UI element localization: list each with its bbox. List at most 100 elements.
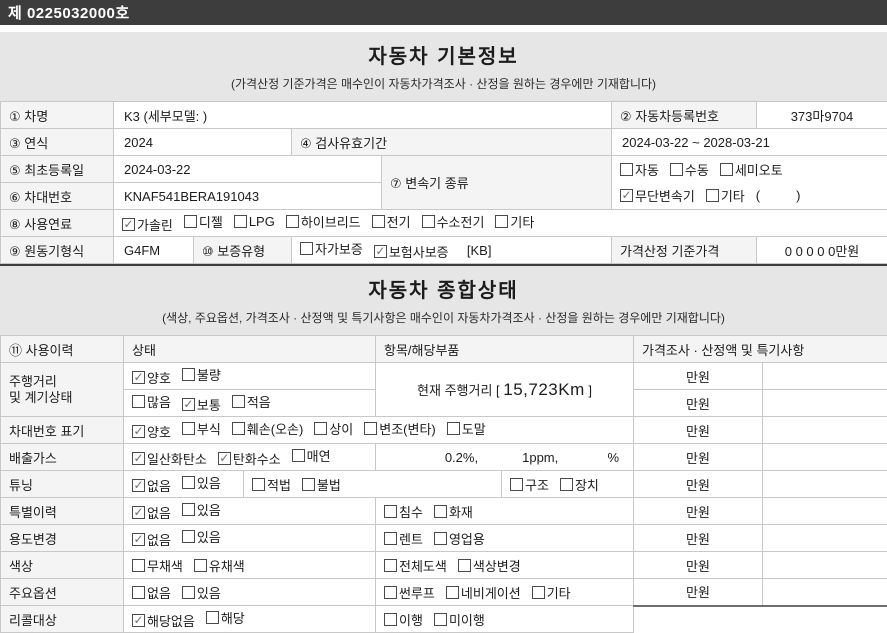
checkbox-unchecked[interactable]: 불량	[182, 365, 221, 384]
checkbox-unchecked[interactable]: 유채색	[194, 556, 245, 575]
basic-info-title: 자동차 기본정보	[0, 40, 887, 69]
checkbox-unchecked[interactable]: 해당	[206, 608, 245, 627]
checkbox-unchecked[interactable]: 있음	[182, 527, 221, 546]
base-price-value: 0 0 0 0 0만원	[757, 237, 887, 264]
special-history-label: 특별이력	[1, 498, 124, 525]
empty-checkbox-icon	[184, 215, 197, 228]
checkbox-unchecked[interactable]: 부식	[182, 419, 221, 438]
checkbox-label: 수동	[685, 160, 709, 179]
checkbox-unchecked[interactable]: 있음	[182, 473, 221, 492]
tuning-legality-options: 적법 불법	[244, 471, 502, 498]
checkbox-unchecked[interactable]: 자가보증	[300, 239, 363, 258]
checkbox-label: 썬루프	[399, 583, 435, 602]
note-cell-mileage-2	[763, 390, 887, 417]
checkmark-icon: ✓	[132, 506, 145, 519]
checkbox-label: 보험사보증	[389, 242, 449, 261]
checkbox-unchecked[interactable]: 장치	[560, 475, 599, 494]
checkbox-label: 유채색	[209, 556, 245, 575]
checkbox-label: 무채색	[147, 556, 183, 575]
color-label: 색상	[1, 552, 124, 579]
empty-checkbox-icon	[314, 422, 327, 435]
checkbox-unchecked[interactable]: 상이	[314, 419, 353, 438]
checkbox-checked[interactable]: ✓없음	[132, 530, 171, 549]
checkbox-unchecked[interactable]: 적음	[232, 392, 271, 411]
checkbox-label: 수소전기	[437, 212, 485, 231]
checkbox-unchecked[interactable]: 렌트	[384, 529, 423, 548]
empty-checkbox-icon	[232, 395, 245, 408]
checkbox-unchecked[interactable]: 수동	[670, 160, 709, 179]
checkbox-checked[interactable]: ✓양호	[132, 368, 171, 387]
checkbox-unchecked[interactable]: 미이행	[434, 610, 485, 629]
checkbox-unchecked[interactable]: 무채색	[132, 556, 183, 575]
checkbox-unchecked[interactable]: 색상변경	[458, 556, 521, 575]
checkbox-unchecked[interactable]: 수소전기	[422, 212, 485, 231]
checkbox-label: 하이브리드	[301, 212, 361, 231]
checkbox-checked[interactable]: ✓무단변속기	[620, 186, 695, 205]
checkbox-checked[interactable]: ✓일산화탄소	[132, 449, 207, 468]
note-cell-mileage-1	[763, 363, 887, 390]
checkbox-unchecked[interactable]: 세미오토	[720, 160, 783, 179]
empty-checkbox-icon	[495, 215, 508, 228]
checkbox-unchecked[interactable]: 훼손(오손)	[232, 419, 304, 438]
checkbox-unchecked[interactable]: 도말	[447, 419, 486, 438]
price-cell-color: 만원	[634, 552, 763, 579]
checkbox-checked[interactable]: ✓가솔린	[122, 215, 173, 234]
checkbox-unchecked[interactable]: 전체도색	[384, 556, 447, 575]
checkbox-unchecked[interactable]: 있음	[182, 500, 221, 519]
header-price-review: 가격조사 · 산정액 및 특기사항	[634, 336, 887, 363]
checkbox-checked[interactable]: ✓보험사보증	[374, 242, 449, 261]
checkbox-unchecked[interactable]: 변조(변타)	[364, 419, 436, 438]
vin-mark-options: ✓양호 부식 훼손(오손) 상이 변조(변타) 도말	[124, 417, 634, 444]
checkbox-unchecked[interactable]: 있음	[182, 583, 221, 602]
empty-checkbox-icon	[182, 530, 195, 543]
checkbox-label: 있음	[197, 500, 221, 519]
checkmark-icon: ✓	[374, 245, 387, 258]
checkbox-unchecked[interactable]: 기타	[706, 186, 745, 205]
vin-label: ⑥ 차대번호	[1, 183, 114, 210]
basic-info-subtitle: (가격산정 기준가격은 매수인이 자동차가격조사 · 산정을 원하는 경우에만 …	[0, 75, 887, 92]
checkbox-label: 전기	[387, 212, 411, 231]
checkbox-unchecked[interactable]: 불법	[302, 475, 341, 494]
base-price-label: 가격산정 기준가격	[612, 237, 757, 264]
checkbox-checked[interactable]: ✓없음	[132, 503, 171, 522]
checkbox-label: 가솔린	[137, 215, 173, 234]
checkbox-unchecked[interactable]: 이행	[384, 610, 423, 629]
checkbox-unchecked[interactable]: 적법	[252, 475, 291, 494]
checkbox-label: 불법	[317, 475, 341, 494]
checkbox-unchecked[interactable]: 침수	[384, 502, 423, 521]
checkbox-unchecked[interactable]: 기타	[495, 212, 534, 231]
checkbox-label: 전체도색	[399, 556, 447, 575]
empty-checkbox-icon	[458, 559, 471, 572]
checkbox-unchecked[interactable]: LPG	[234, 214, 275, 229]
checkbox-unchecked[interactable]: 없음	[132, 583, 171, 602]
car-name-value: K3 (세부모델: )	[114, 102, 612, 129]
checkbox-unchecked[interactable]: 자동	[620, 160, 659, 179]
checkbox-checked[interactable]: ✓보통	[182, 395, 221, 414]
price-cell-mileage-2: 만원	[634, 390, 763, 417]
checkbox-label: 자동	[635, 160, 659, 179]
checkbox-unchecked[interactable]: 디젤	[184, 212, 223, 231]
checkbox-unchecked[interactable]: 화재	[434, 502, 473, 521]
checkbox-checked[interactable]: ✓없음	[132, 476, 171, 495]
checkbox-unchecked[interactable]: 기타	[532, 583, 571, 602]
options-type-options: 썬루프 네비게이션 기타	[376, 579, 634, 606]
checkbox-label: 미이행	[449, 610, 485, 629]
checkbox-checked[interactable]: ✓탄화수소	[218, 449, 281, 468]
empty-checkbox-icon	[132, 395, 145, 408]
mileage-value: 15,723Km	[503, 380, 585, 399]
checkbox-unchecked[interactable]: 썬루프	[384, 583, 435, 602]
emission-hc-value: 1ppm,	[478, 450, 558, 465]
checkbox-unchecked[interactable]: 구조	[510, 475, 549, 494]
condition-subtitle: (색상, 주요옵션, 가격조사 · 산정액 및 특기사항은 매수인이 자동차가격…	[0, 309, 887, 326]
checkmark-icon: ✓	[132, 533, 145, 546]
checkbox-checked[interactable]: ✓양호	[132, 422, 171, 441]
checkbox-unchecked[interactable]: 많음	[132, 392, 171, 411]
checkbox-unchecked[interactable]: 하이브리드	[286, 212, 361, 231]
checkbox-unchecked[interactable]: 네비게이션	[446, 583, 521, 602]
checkbox-unchecked[interactable]: 영업용	[434, 529, 485, 548]
checkbox-unchecked[interactable]: 매연	[292, 446, 331, 465]
checkbox-unchecked[interactable]: 전기	[372, 212, 411, 231]
